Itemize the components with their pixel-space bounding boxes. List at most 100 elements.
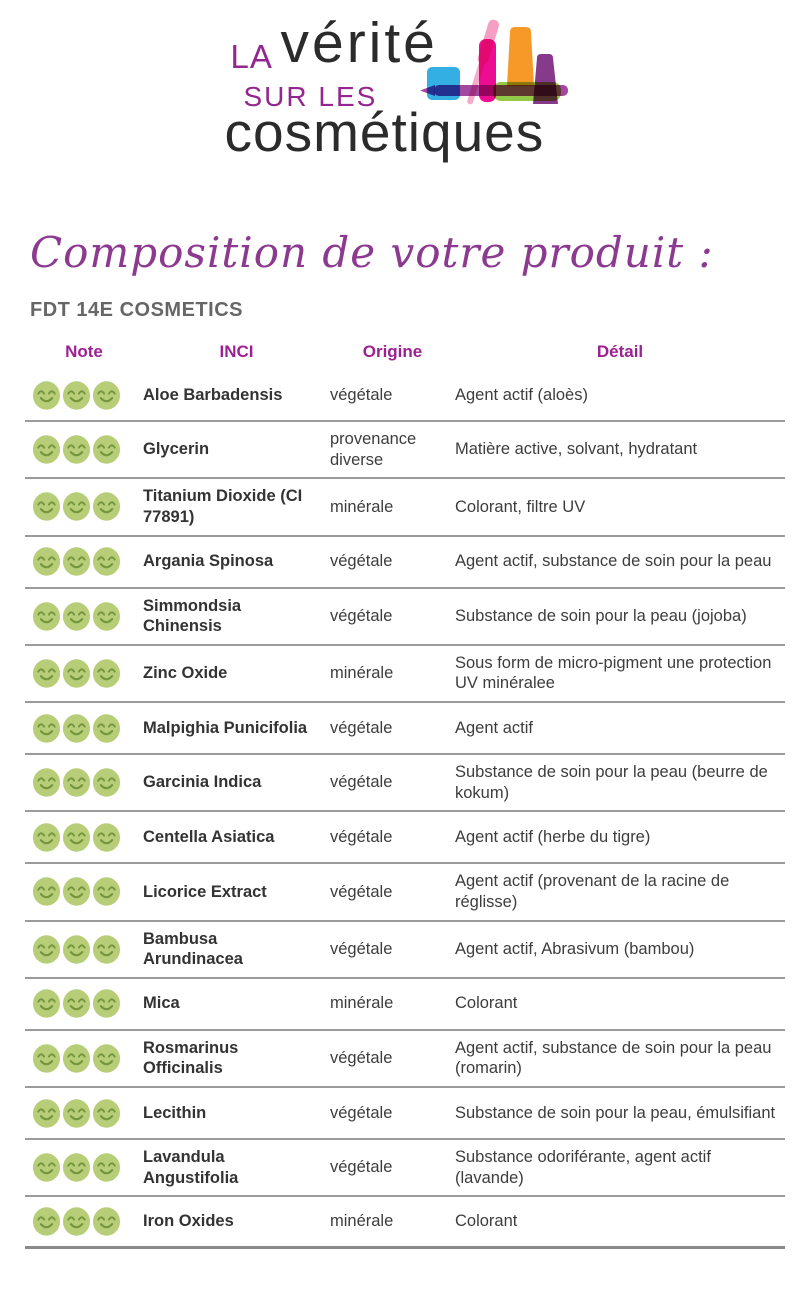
- inci-cell: Mica: [143, 994, 180, 1013]
- origine-cell: minérale: [330, 497, 394, 516]
- origine-cell: végétale: [330, 718, 393, 737]
- detail-cell: Colorant, filtre UV: [455, 497, 586, 516]
- inci-cell: Lavandula Angustifolia: [143, 1148, 239, 1187]
- detail-cell: Agent actif, substance de soin pour la p…: [455, 552, 772, 571]
- smiley-happy-icon: [62, 1207, 91, 1236]
- inci-cell: Zinc Oxide: [143, 664, 228, 683]
- smiley-happy-icon: [62, 1044, 91, 1073]
- detail-cell: Substance de soin pour la peau (jojoba): [455, 606, 747, 625]
- column-header-inci: INCI: [219, 342, 254, 361]
- inci-cell: Garcinia Indica: [143, 773, 262, 792]
- logo-text-verite: vérité: [280, 11, 438, 75]
- cosmetics-products-icon: [419, 19, 568, 105]
- smiley-happy-icon: [32, 492, 61, 522]
- inci-cell: Titanium Dioxide (CI 77891): [143, 487, 303, 526]
- smiley-happy-icon: [92, 1098, 121, 1128]
- origine-cell: végétale: [330, 1158, 393, 1177]
- detail-cell: Agent actif (provenant de la racine de r…: [455, 872, 730, 911]
- detail-cell: Sous form de micro-pigment une protectio…: [455, 653, 772, 693]
- smiley-happy-icon: [92, 1044, 121, 1073]
- note-cell: [25, 934, 143, 965]
- inci-cell: Glycerin: [143, 440, 210, 459]
- note-cell: [25, 767, 143, 798]
- smiley-happy-icon: [92, 1153, 121, 1182]
- detail-cell: Agent actif: [455, 718, 533, 737]
- detail-cell: Agent actif, substance de soin pour la p…: [455, 1038, 772, 1078]
- table-row: Mica minérale Colorant: [25, 979, 785, 1031]
- smiley-happy-icon: [32, 601, 61, 631]
- origine-cell: végétale: [330, 385, 393, 404]
- smiley-happy-icon: [92, 492, 121, 522]
- smiley-happy-icon: [62, 435, 91, 464]
- smiley-happy-icon: [92, 877, 121, 907]
- origine-cell: végétale: [330, 1049, 393, 1068]
- smiley-happy-icon: [92, 713, 121, 743]
- page-title: Composition de votre produit :: [30, 228, 714, 277]
- smiley-happy-icon: [62, 601, 91, 631]
- inci-cell: Bambusa Arundinacea: [143, 929, 243, 969]
- inci-cell: Lecithin: [143, 1103, 207, 1122]
- smiley-happy-icon: [62, 934, 91, 964]
- note-cell: [25, 1043, 143, 1074]
- smiley-happy-icon: [32, 1098, 61, 1128]
- smiley-happy-icon: [62, 492, 91, 522]
- inci-cell: Simmondsia Chinensis: [143, 596, 242, 636]
- smiley-happy-icon: [32, 713, 61, 743]
- note-cell: [25, 988, 143, 1019]
- table-row: Garcinia Indica végétale Substance de so…: [25, 755, 785, 813]
- table-row: Centella Asiatica végétale Agent actif (…: [25, 812, 785, 865]
- smiley-happy-icon: [92, 768, 121, 797]
- logo-text-cosmetiques: cosmétiques: [224, 101, 545, 163]
- origine-cell: provenance diverse: [330, 430, 417, 469]
- note-cell: [25, 876, 143, 907]
- smiley-happy-icon: [32, 1207, 61, 1236]
- table-row: Glycerin provenance diverse Matière acti…: [25, 422, 785, 480]
- table-row: Simmondsia Chinensis végétale Substance …: [25, 589, 785, 646]
- smiley-happy-icon: [92, 659, 121, 688]
- smiley-happy-icon: [62, 989, 91, 1018]
- note-cell: [25, 380, 143, 411]
- inci-cell: Centella Asiatica: [143, 827, 275, 846]
- smiley-happy-icon: [62, 659, 91, 688]
- smiley-happy-icon: [32, 1153, 61, 1182]
- smiley-happy-icon: [62, 547, 91, 576]
- smiley-happy-icon: [62, 380, 91, 410]
- smiley-happy-icon: [92, 823, 121, 852]
- column-header-note: Note: [65, 342, 103, 361]
- inci-cell: Rosmarinus Officinalis: [143, 1038, 239, 1078]
- origine-cell: végétale: [330, 827, 393, 846]
- table-row: Iron Oxides minérale Colorant: [25, 1197, 785, 1250]
- smiley-happy-icon: [32, 934, 61, 964]
- table-row: Aloe Barbadensis végétale Agent actif (a…: [25, 370, 785, 422]
- table-row: Lavandula Angustifolia végétale Substanc…: [25, 1140, 785, 1198]
- smiley-happy-icon: [62, 1098, 91, 1128]
- note-cell: [25, 601, 143, 632]
- table-row: Lecithin végétale Substance de soin pour…: [25, 1088, 785, 1140]
- smiley-happy-icon: [32, 877, 61, 907]
- smiley-happy-icon: [92, 601, 121, 631]
- detail-cell: Colorant: [455, 1212, 518, 1231]
- inci-cell: Iron Oxides: [143, 1212, 234, 1231]
- origine-cell: végétale: [330, 939, 393, 958]
- smiley-happy-icon: [92, 934, 121, 964]
- inci-cell: Licorice Extract: [143, 882, 267, 901]
- smiley-happy-icon: [92, 547, 121, 576]
- smiley-happy-icon: [62, 1153, 91, 1182]
- product-name: FDT 14E COSMETICS: [30, 299, 243, 321]
- note-cell: [25, 491, 143, 522]
- smiley-happy-icon: [92, 435, 121, 464]
- logo-text-sur-les: SUR LES: [243, 81, 378, 112]
- note-cell: [25, 658, 143, 689]
- table-row: Bambusa Arundinacea végétale Agent actif…: [25, 922, 785, 979]
- detail-cell: Agent actif (herbe du tigre): [455, 827, 651, 846]
- composition-table-body: Aloe Barbadensis végétale Agent actif (a…: [25, 370, 785, 1250]
- table-row: Licorice Extract végétale Agent actif (p…: [25, 864, 785, 922]
- inci-cell: Malpighia Punicifolia: [143, 718, 308, 737]
- table-header-row: Note INCI Origine Détail: [25, 338, 785, 370]
- smiley-happy-icon: [62, 768, 91, 797]
- column-header-detail: Détail: [596, 342, 644, 361]
- detail-cell: Agent actif (aloès): [455, 385, 588, 404]
- inci-cell: Argania Spinosa: [143, 552, 274, 571]
- detail-cell: Substance odoriférante, agent actif (lav…: [455, 1148, 711, 1187]
